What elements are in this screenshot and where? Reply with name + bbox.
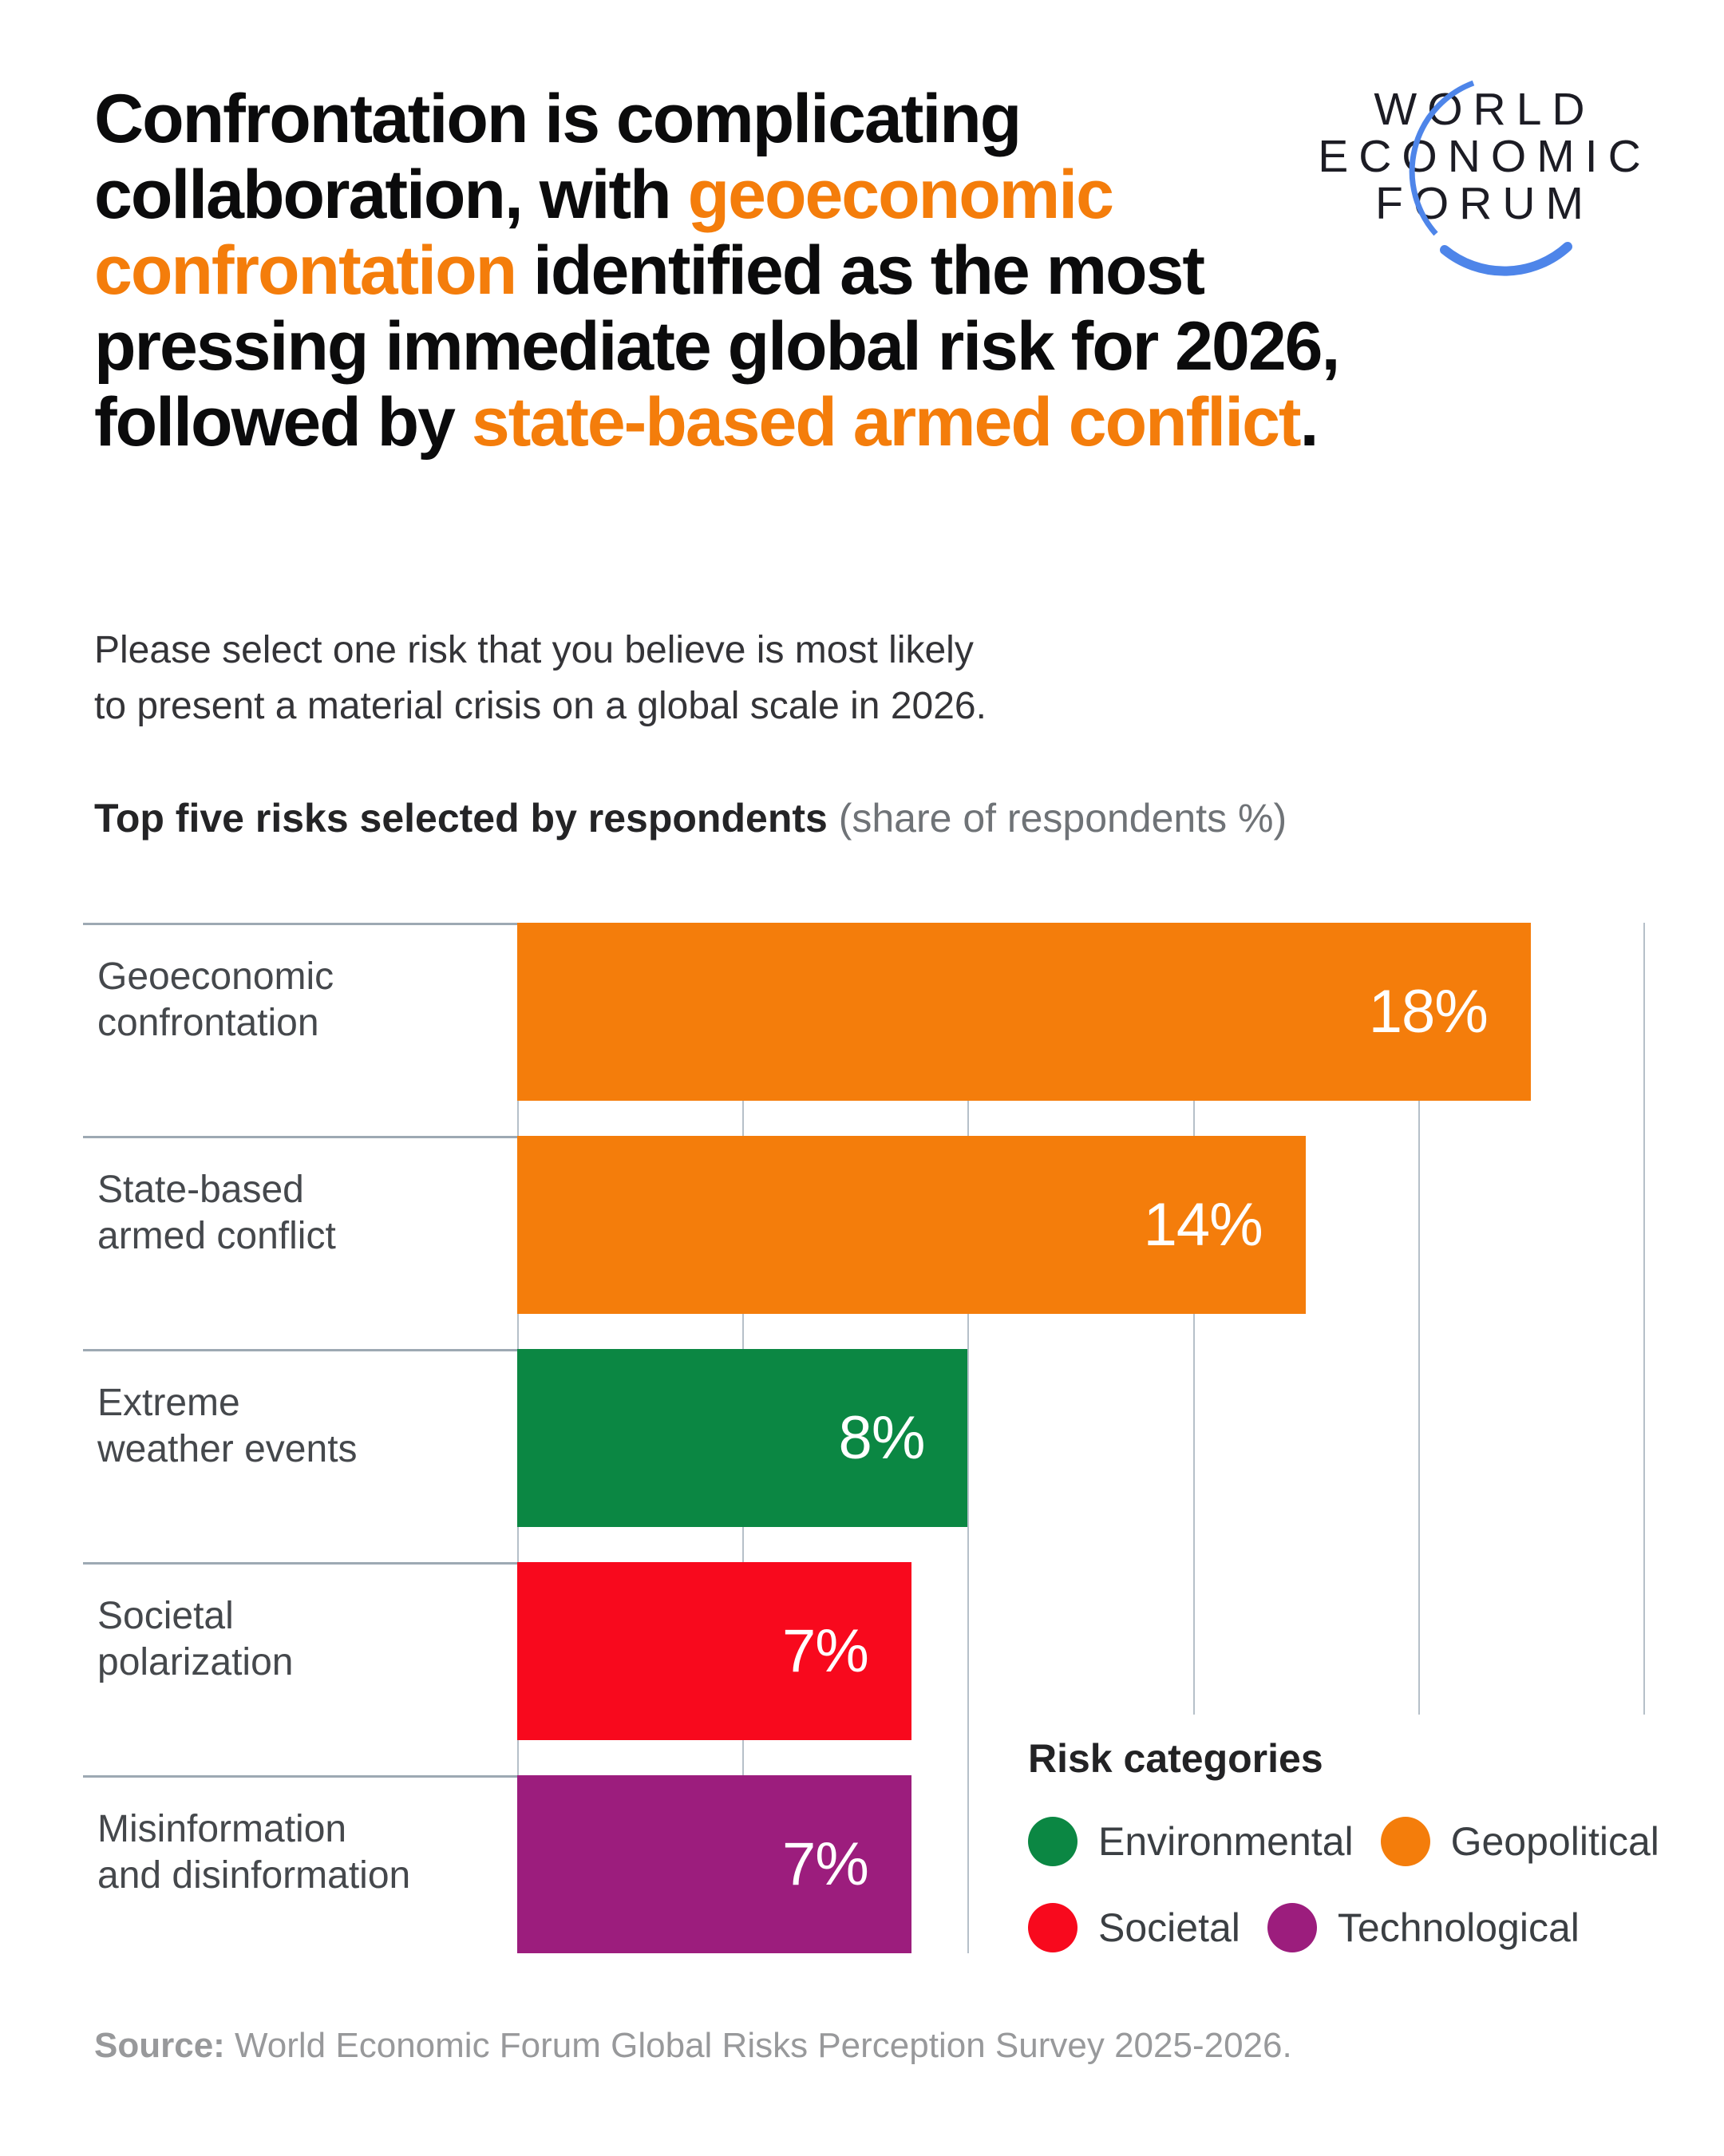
bar-row: Societal polarization 7% — [83, 1562, 1724, 1740]
bar-area: 7% — [517, 1775, 1724, 1953]
legend-dot-societal-icon — [1028, 1903, 1078, 1952]
gridline-20pct — [1643, 923, 1645, 1953]
chart-heading: Top five risks selected by respondents (… — [94, 795, 1287, 841]
bar-row: Extreme weather events 8% — [83, 1349, 1724, 1527]
bar: 18% — [517, 923, 1531, 1101]
legend: Risk categories Environmental Geopolitica… — [1004, 1715, 1672, 1973]
bar-area: 7% — [517, 1562, 1724, 1740]
legend-row: Societal Technological — [1028, 1903, 1659, 1952]
legend-title: Risk categories — [1028, 1736, 1323, 1781]
wef-logo-arc-icon — [1409, 80, 1572, 276]
title-text: identified as the most pressing immediat… — [94, 232, 1340, 461]
bar-value-label: 7% — [782, 1830, 869, 1898]
legend-label: Geopolitical — [1450, 1819, 1659, 1864]
bar-row: Geoeconomic confrontation 18% — [83, 923, 1724, 1101]
legend-item-geopolitical: Geopolitical — [1380, 1817, 1659, 1866]
bar: 7% — [517, 1562, 911, 1740]
source-note: Source: World Economic Forum Global Risk… — [94, 2026, 1292, 2066]
bar-row: Misinformation and disinformation 7% — [83, 1775, 1724, 1953]
legend-row: Environmental Geopolitical — [1028, 1817, 1659, 1866]
bar: 14% — [517, 1136, 1306, 1314]
gridline-16pct — [1418, 923, 1420, 1953]
title-highlight: geoeconomic confrontation — [94, 156, 1114, 309]
row-label: Geoeconomic confrontation — [83, 923, 517, 1101]
gridline-12pct — [1192, 923, 1195, 1953]
survey-question: Please select one risk that you believe … — [94, 629, 987, 727]
bar-chart: Geoeconomic confrontation 18% State-based … — [83, 923, 1724, 1954]
title-text: Confrontation is complicating collaborat… — [94, 81, 1022, 233]
bar-row: State-based armed conflict 14% — [83, 1136, 1724, 1314]
bar-value-label: 7% — [782, 1617, 869, 1685]
chart-heading-note: (share of respondents %) — [827, 796, 1287, 841]
bar-value-label: 14% — [1143, 1191, 1263, 1259]
wef-logo-wordmark: WORLD ECONOMIC FORUM — [1318, 84, 1651, 229]
bar-value-label: 8% — [838, 1404, 926, 1472]
title-text: . — [1299, 384, 1319, 461]
legend-dot-environmental-icon — [1028, 1817, 1078, 1866]
bar-area: 8% — [517, 1349, 1724, 1527]
chart-heading-bold: Top five risks selected by respondents — [94, 796, 828, 841]
row-label: Societal polarization — [83, 1562, 517, 1740]
row-label: State-based armed conflict — [83, 1136, 517, 1314]
legend-item-societal: Societal — [1028, 1903, 1240, 1952]
legend-label: Societal — [1098, 1905, 1240, 1950]
legend-dot-geopolitical-icon — [1380, 1817, 1430, 1866]
page-title: Confrontation is complicating collaborat… — [94, 81, 1340, 461]
bar-area: 18% — [517, 923, 1724, 1101]
title-highlight: state-based armed conflict — [471, 384, 1302, 461]
source-text: World Economic Forum Global Risks Percep… — [224, 2026, 1292, 2065]
bar-value-label: 18% — [1368, 978, 1489, 1046]
legend-item-environmental: Environmental — [1028, 1817, 1354, 1866]
legend-item-technological: Technological — [1267, 1903, 1580, 1952]
source-label: Source: — [94, 2026, 225, 2065]
row-label: Misinformation and disinformation — [83, 1775, 517, 1953]
gridline-8pct — [967, 923, 970, 1953]
chart-rows: Geoeconomic confrontation 18% State-based … — [83, 923, 1724, 1953]
bar: 8% — [517, 1349, 968, 1527]
legend-dot-technological-icon — [1267, 1903, 1317, 1952]
legend-label: Technological — [1337, 1905, 1580, 1950]
row-label: Extreme weather events — [83, 1349, 517, 1527]
bar-area: 14% — [517, 1136, 1724, 1314]
legend-label: Environmental — [1098, 1819, 1354, 1864]
bar: 7% — [517, 1775, 911, 1953]
wef-logo: WORLD ECONOMIC FORUM — [1309, 62, 1660, 318]
